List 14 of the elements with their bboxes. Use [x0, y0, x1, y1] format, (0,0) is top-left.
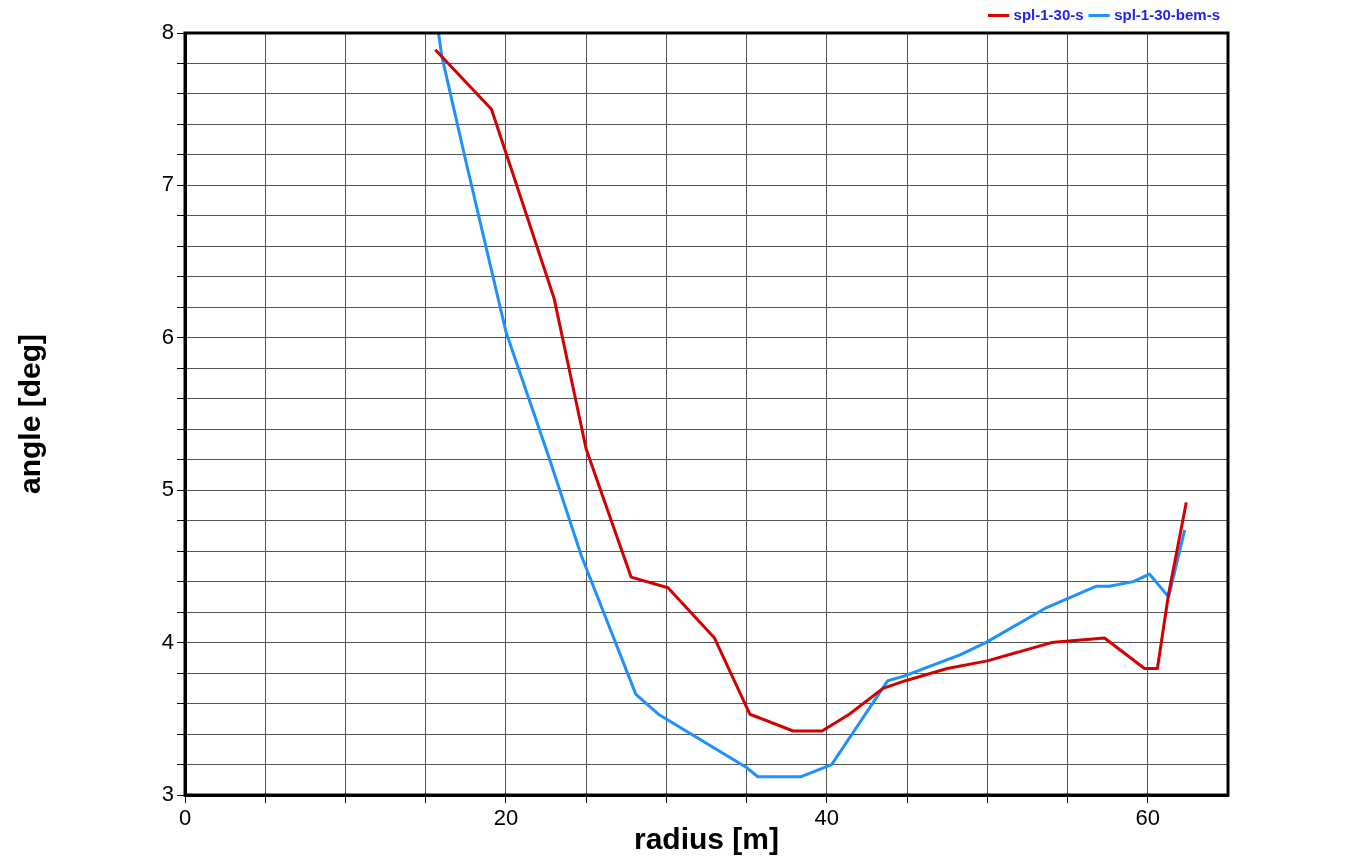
y-tick-label: 8	[161, 19, 174, 45]
x-tick-label: 40	[814, 805, 840, 831]
y-tick-label: 7	[161, 171, 174, 197]
x-tick-label: 0	[178, 805, 192, 831]
y-tick-label: 5	[161, 476, 174, 502]
legend-label: spl-1-30-bem-s	[1114, 5, 1221, 23]
legend-label: spl-1-30-s	[1013, 5, 1084, 23]
y-tick-label: 3	[161, 781, 174, 807]
y-tick-label: 4	[161, 628, 174, 654]
x-tick-label: 60	[1135, 805, 1161, 831]
x-axis-title: radius [m]	[633, 822, 780, 856]
y-axis-title: angle [deg]	[13, 333, 47, 495]
x-tick-label: 20	[493, 805, 519, 831]
y-tick-label: 6	[161, 323, 174, 349]
